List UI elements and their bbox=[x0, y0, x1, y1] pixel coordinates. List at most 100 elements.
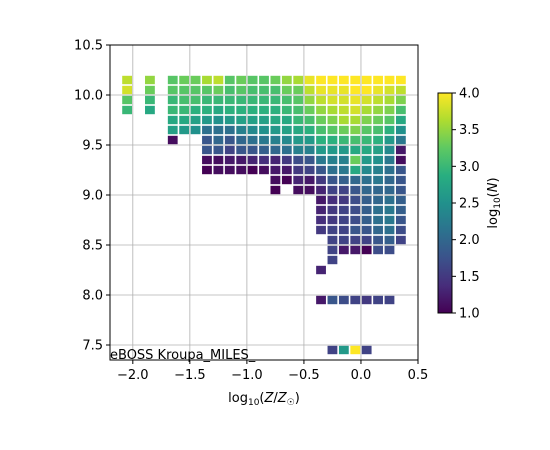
heatmap-cell bbox=[270, 145, 281, 155]
heatmap-cell bbox=[247, 85, 258, 95]
heatmap-cell bbox=[327, 115, 338, 125]
heatmap-cell bbox=[384, 215, 395, 225]
heatmap-cell bbox=[236, 165, 247, 175]
heatmap-cell bbox=[293, 155, 304, 165]
heatmap-cell bbox=[338, 345, 349, 355]
heatmap-cell bbox=[167, 115, 178, 125]
heatmap-cell bbox=[167, 75, 178, 85]
heatmap-cell bbox=[338, 195, 349, 205]
heatmap-cell bbox=[224, 125, 235, 135]
heatmap-cell bbox=[247, 135, 258, 145]
heatmap-cell bbox=[350, 125, 361, 135]
heatmap-cell bbox=[350, 345, 361, 355]
heatmap-cell bbox=[338, 205, 349, 215]
heatmap-cell bbox=[224, 145, 235, 155]
heatmap-cell bbox=[167, 95, 178, 105]
heatmap-cell bbox=[316, 205, 326, 215]
heatmap-cell bbox=[224, 105, 235, 115]
heatmap-cell bbox=[145, 85, 155, 95]
heatmap-cell bbox=[338, 225, 349, 235]
heatmap-cell bbox=[338, 135, 349, 145]
heatmap-cell bbox=[236, 155, 247, 165]
colorbar-tick-label: 4.0 bbox=[459, 87, 480, 102]
heatmap-cell bbox=[213, 115, 224, 125]
heatmap-cell bbox=[213, 75, 224, 85]
heatmap-cell bbox=[270, 125, 281, 135]
heatmap-cell bbox=[259, 125, 269, 135]
heatmap-cell bbox=[384, 125, 395, 135]
heatmap-cell bbox=[304, 185, 315, 195]
heatmap-cell bbox=[304, 175, 315, 185]
heatmap-cell bbox=[361, 175, 372, 185]
heatmap-cell bbox=[338, 75, 349, 85]
heatmap-cell bbox=[361, 165, 372, 175]
heatmap-cells bbox=[122, 75, 406, 355]
heatmap-cell bbox=[338, 245, 349, 255]
heatmap-cell bbox=[247, 95, 258, 105]
heatmap-cell bbox=[145, 95, 155, 105]
heatmap-cell bbox=[259, 135, 269, 145]
heatmap-cell bbox=[202, 155, 212, 165]
heatmap-cell bbox=[202, 125, 212, 135]
heatmap-cell bbox=[361, 185, 372, 195]
heatmap-cell bbox=[350, 225, 361, 235]
heatmap-cell bbox=[259, 105, 269, 115]
heatmap-cell bbox=[190, 85, 201, 95]
heatmap-cell bbox=[167, 135, 178, 145]
heatmap-cell bbox=[213, 165, 224, 175]
heatmap-cell bbox=[338, 125, 349, 135]
heatmap-cell bbox=[338, 235, 349, 245]
heatmap-cell bbox=[281, 145, 292, 155]
heatmap-cell bbox=[281, 125, 292, 135]
colorbar-tick-label: 3.0 bbox=[459, 160, 480, 175]
heatmap-cell bbox=[327, 155, 338, 165]
heatmap-cell bbox=[304, 85, 315, 95]
heatmap-cell bbox=[327, 175, 338, 185]
heatmap-cell bbox=[213, 85, 224, 95]
plot-frame bbox=[109, 44, 419, 361]
heatmap-cell bbox=[384, 135, 395, 145]
heatmap-cell bbox=[293, 115, 304, 125]
colorbar-tick-label: 3.5 bbox=[459, 123, 480, 138]
heatmap-cell bbox=[259, 145, 269, 155]
heatmap-cell bbox=[281, 105, 292, 115]
heatmap-cell bbox=[384, 195, 395, 205]
heatmap-cell bbox=[395, 175, 406, 185]
heatmap-cell bbox=[373, 175, 383, 185]
heatmap-cell bbox=[179, 75, 190, 85]
heatmap-cell bbox=[270, 185, 281, 195]
heatmap-cell bbox=[316, 215, 326, 225]
heatmap-cell bbox=[361, 85, 372, 95]
heatmap-cell bbox=[122, 95, 133, 105]
heatmap-cell bbox=[316, 125, 326, 135]
heatmap-cell bbox=[384, 225, 395, 235]
heatmap-cell bbox=[350, 75, 361, 85]
heatmap-cell bbox=[350, 135, 361, 145]
heatmap-cell bbox=[236, 85, 247, 95]
heatmap-cell bbox=[384, 85, 395, 95]
heatmap-cell bbox=[361, 95, 372, 105]
heatmap-cell bbox=[327, 95, 338, 105]
heatmap-cell bbox=[327, 145, 338, 155]
colorbar-tick-label: 2.0 bbox=[459, 233, 480, 248]
heatmap-cell bbox=[316, 155, 326, 165]
colorbar-tick-label: 2.5 bbox=[459, 197, 480, 212]
heatmap-cell bbox=[122, 85, 133, 95]
heatmap-cell bbox=[327, 295, 338, 305]
heatmap-cell bbox=[236, 125, 247, 135]
heatmap-cell bbox=[384, 95, 395, 105]
heatmap-cell bbox=[327, 105, 338, 115]
heatmap-cell bbox=[395, 185, 406, 195]
heatmap-cell bbox=[373, 135, 383, 145]
heatmap-cell bbox=[190, 105, 201, 115]
heatmap-cell bbox=[316, 225, 326, 235]
heatmap-cell bbox=[202, 105, 212, 115]
heatmap-cell bbox=[361, 115, 372, 125]
heatmap-cell bbox=[293, 85, 304, 95]
heatmap-cell bbox=[304, 95, 315, 105]
heatmap-cell bbox=[304, 115, 315, 125]
heatmap-cell bbox=[316, 185, 326, 195]
heatmap-cell bbox=[316, 105, 326, 115]
heatmap-cell bbox=[179, 85, 190, 95]
